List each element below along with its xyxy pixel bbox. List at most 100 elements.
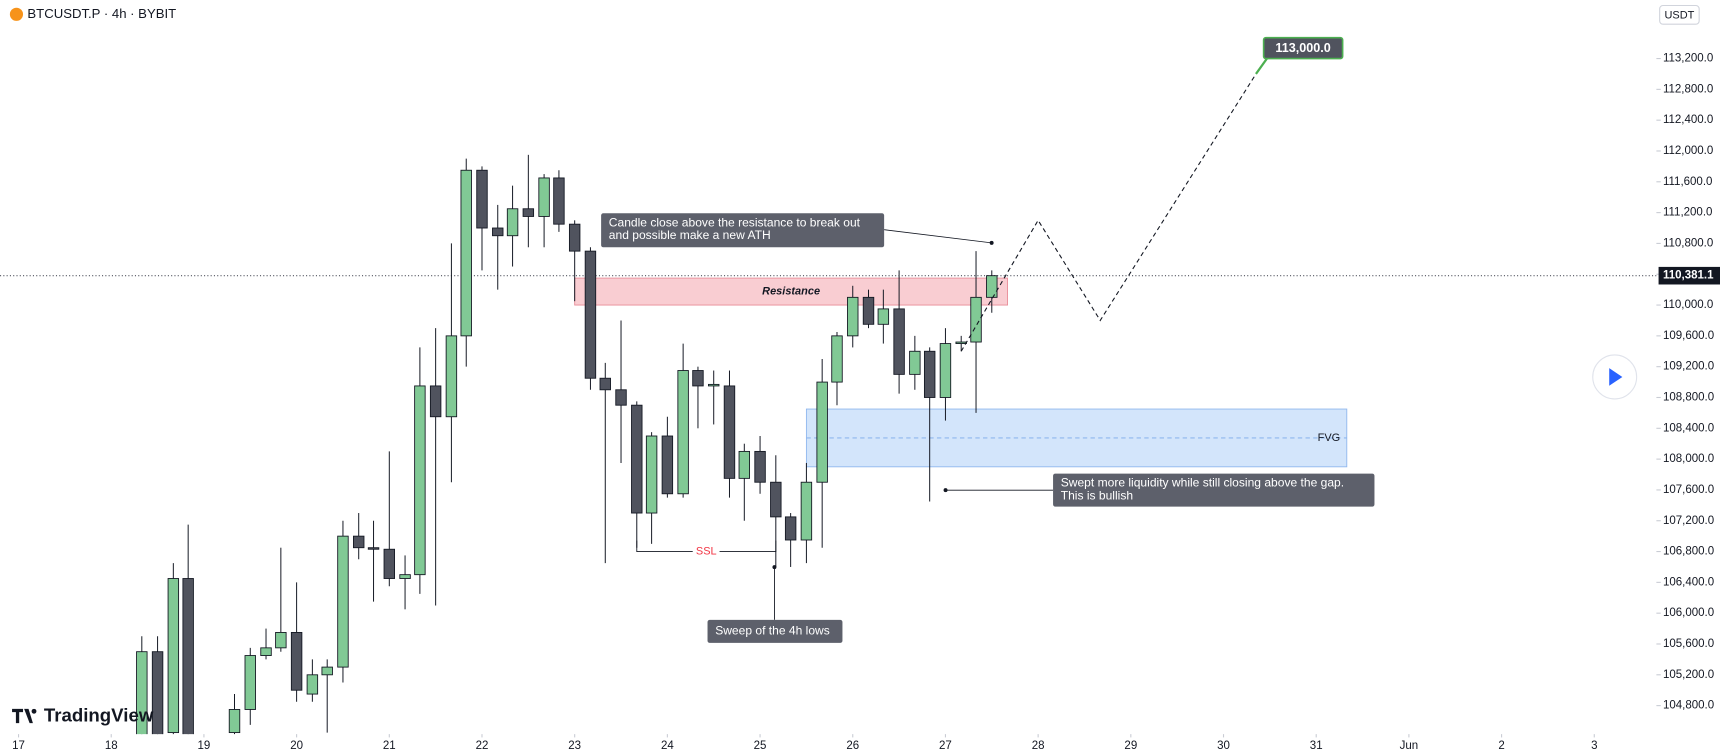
- candle-body: [677, 370, 689, 495]
- x-tick-label: 19: [198, 740, 211, 752]
- x-tick-label: 26: [846, 740, 859, 752]
- candle-body: [399, 574, 411, 579]
- candle-body: [167, 578, 180, 734]
- annotation-text: This is bullish: [1061, 488, 1133, 502]
- candle-body: [847, 296, 859, 337]
- annotation-box: [1053, 473, 1375, 507]
- candle-body: [353, 535, 365, 549]
- x-tick-label: 21: [383, 740, 396, 752]
- x-tick-label: 28: [1032, 740, 1045, 752]
- candle-body: [754, 450, 766, 483]
- candle-body: [708, 383, 720, 387]
- last-price-box: [1658, 266, 1720, 285]
- candle-body: [553, 177, 565, 225]
- candle-body: [584, 250, 597, 379]
- y-tick-label: 109,200.0: [1663, 361, 1714, 373]
- y-tick-label: 107,200.0: [1663, 515, 1714, 527]
- y-tick-label: 110,800.0: [1663, 237, 1713, 249]
- y-tick-label: 109,600.0: [1663, 330, 1714, 342]
- candle-body: [970, 296, 982, 343]
- candle-body: [816, 381, 828, 483]
- x-tick-label: 22: [476, 740, 489, 752]
- candle-body: [692, 370, 704, 387]
- candle-body: [538, 177, 550, 217]
- candle-body: [877, 308, 890, 325]
- candle-body: [275, 631, 287, 649]
- candle-body: [445, 335, 458, 418]
- logo-icon: [12, 708, 37, 724]
- candle-body: [383, 548, 396, 579]
- currency: USDT: [1664, 9, 1694, 21]
- target-label: 113,000.0: [1275, 41, 1330, 55]
- y-tick-label: 113,200.0: [1663, 53, 1713, 65]
- x-tick-label: 24: [661, 740, 674, 752]
- y-tick-label: 110,000.0: [1663, 299, 1713, 311]
- candle-body: [862, 296, 875, 325]
- zone-label: Resistance: [762, 285, 820, 297]
- candle-body: [645, 435, 658, 514]
- candle-body: [568, 223, 581, 252]
- candle-body: [923, 350, 936, 398]
- x-tick-label: 17: [12, 740, 25, 752]
- annotation-text: Swept more liquidity while still closing…: [1061, 476, 1344, 490]
- candle-body: [228, 709, 241, 734]
- candle-body: [321, 666, 333, 676]
- y-tick-label: 105,600.0: [1663, 638, 1714, 650]
- currency-box[interactable]: [1659, 4, 1700, 25]
- y-tick-label: 112,000.0: [1663, 145, 1713, 157]
- x-tick-label: 30: [1217, 740, 1230, 752]
- y-tick-label: 108,800.0: [1663, 392, 1714, 404]
- candle-body: [460, 169, 472, 337]
- candle-body: [661, 435, 674, 495]
- y-tick-label: 111,600.0: [1663, 176, 1712, 188]
- y-tick-label: 106,000.0: [1663, 607, 1714, 619]
- target-connector: [1255, 57, 1268, 75]
- symbol-title: BTCUSDT.P · 4h · BYBIT: [27, 6, 176, 21]
- overlay: 104,800.0 105,200.0 105,600.0 106,000.0 106,…: [12, 36, 1720, 752]
- candle-body: [955, 341, 967, 345]
- candle-body: [136, 651, 148, 735]
- candle-body: [337, 535, 349, 668]
- candle-body: [909, 350, 921, 375]
- annotation-box: [601, 213, 885, 248]
- annotation-anchor: [943, 488, 948, 493]
- symbol-icon: [9, 7, 24, 21]
- candle-body: [631, 404, 643, 514]
- candle-body: [800, 481, 813, 541]
- y-tick-label: 105,200.0: [1663, 669, 1714, 681]
- ssl-label: SSL: [696, 545, 717, 557]
- y-tick-label: 112,800.0: [1663, 83, 1713, 95]
- x-tick-label: 31: [1310, 740, 1323, 752]
- zone: [805, 408, 1348, 468]
- last-price-label: 110,381.1: [1663, 270, 1714, 282]
- projection-path: [960, 73, 1257, 352]
- candle-body: [723, 385, 736, 479]
- candle-body: [476, 169, 488, 229]
- zone-label: FVG: [1318, 432, 1341, 444]
- x-tick-label: 29: [1124, 740, 1137, 752]
- y-tick-label: 108,000.0: [1663, 453, 1714, 465]
- x-tick-label: 20: [290, 740, 303, 752]
- target-box: [1262, 36, 1344, 60]
- x-tick-label: 3: [1591, 740, 1597, 752]
- candle-body: [770, 481, 782, 518]
- x-tick-label: 25: [754, 740, 767, 752]
- annotation-text: Sweep of the 4h lows: [715, 624, 830, 638]
- annotation-box: [707, 619, 843, 643]
- plot-area: Resistance FVG SSL: [0, 154, 1657, 735]
- candle-body: [306, 674, 319, 695]
- candle-body: [244, 655, 256, 710]
- candle-body: [290, 631, 303, 691]
- annotation-text: Candle close above the resistance to bre…: [609, 215, 861, 229]
- candle-body: [831, 335, 843, 383]
- annotation-text: and possible make a new ATH: [609, 228, 771, 242]
- candle-body: [939, 343, 952, 398]
- x-tick-label: 2: [1498, 740, 1504, 752]
- x-tick-label: 27: [939, 740, 952, 752]
- y-tick-label: 111,200.0: [1663, 207, 1712, 219]
- candle-body: [986, 275, 998, 298]
- candle-body: [260, 647, 272, 656]
